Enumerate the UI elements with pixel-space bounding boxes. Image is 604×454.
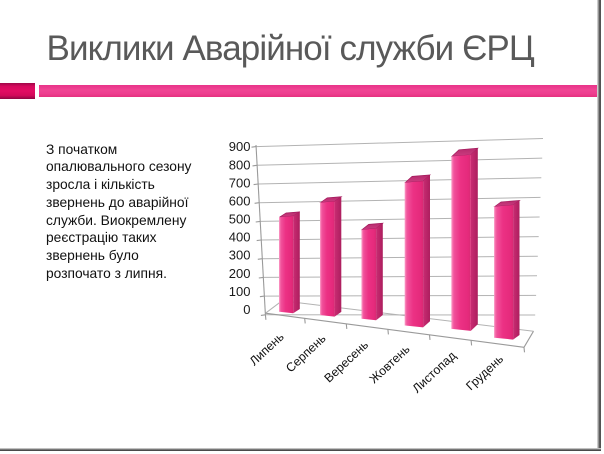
svg-text:400: 400 [229, 230, 251, 245]
svg-text:Серпень: Серпень [283, 331, 329, 375]
svg-text:Листопад: Листопад [410, 349, 459, 396]
svg-text:0: 0 [243, 302, 250, 317]
svg-text:100: 100 [229, 284, 251, 299]
svg-text:Грудень: Грудень [463, 352, 506, 393]
svg-text:300: 300 [229, 248, 251, 263]
svg-text:900: 900 [229, 139, 251, 154]
svg-text:200: 200 [229, 266, 251, 281]
svg-text:700: 700 [229, 175, 251, 190]
svg-text:500: 500 [229, 212, 251, 227]
svg-text:Вересень: Вересень [321, 338, 371, 386]
svg-text:800: 800 [229, 157, 251, 172]
svg-text:Липень: Липень [247, 330, 287, 369]
svg-text:600: 600 [229, 194, 251, 209]
svg-text:Жовтень: Жовтень [367, 342, 413, 386]
